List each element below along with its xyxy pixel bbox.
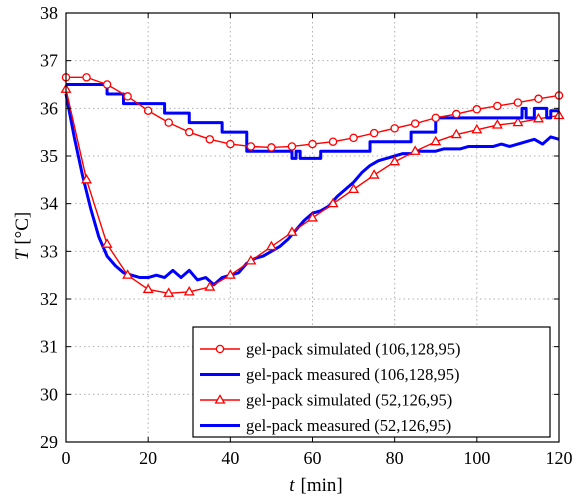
x-tick-label: 20 bbox=[139, 448, 157, 468]
series-1-point bbox=[123, 92, 132, 101]
y-axis-label: T [°C] bbox=[12, 212, 33, 261]
series-3-point bbox=[348, 183, 360, 194]
series-layer bbox=[60, 73, 565, 297]
series-1 bbox=[61, 73, 564, 152]
y-tick-label: 32 bbox=[40, 289, 58, 309]
y-tick-label: 37 bbox=[40, 51, 58, 71]
legend-entry-2: gel-pack measured (106,128,95) bbox=[200, 365, 460, 384]
legend-entry-3: gel-pack simulated (52,126,95) bbox=[200, 391, 452, 410]
series-3-point bbox=[471, 123, 483, 134]
y-tick-label: 33 bbox=[40, 241, 58, 261]
series-line-2 bbox=[66, 83, 559, 160]
series-1-point bbox=[82, 73, 91, 82]
series-3-point bbox=[409, 145, 421, 155]
series-1-point bbox=[205, 135, 215, 144]
series-3-point bbox=[491, 119, 503, 129]
series-1-point bbox=[452, 109, 461, 119]
legend-entries: gel-pack simulated (106,128,95) gel-pack … bbox=[200, 340, 460, 435]
series-1-point bbox=[410, 119, 420, 128]
series-3-point bbox=[101, 238, 113, 248]
series-1-point bbox=[493, 101, 502, 111]
legend: gel-pack simulated (106,128,95) gel-pack … bbox=[192, 326, 551, 438]
y-axis-label-unit: [°C] bbox=[12, 212, 33, 245]
x-tick-label: 100 bbox=[463, 448, 490, 468]
series-3-point bbox=[532, 112, 544, 123]
series-1-point bbox=[287, 142, 297, 151]
series-1-point bbox=[143, 106, 153, 115]
series-3 bbox=[60, 83, 565, 297]
y-tick-label: 35 bbox=[40, 146, 58, 166]
series-3-point bbox=[204, 281, 216, 291]
legend-entry-1: gel-pack simulated (106,128,95) bbox=[200, 340, 460, 359]
series-3-point bbox=[368, 169, 380, 179]
series-1-point bbox=[534, 94, 543, 104]
y-tick-label: 30 bbox=[40, 384, 58, 404]
series-line-3 bbox=[65, 89, 560, 294]
series-2 bbox=[66, 83, 559, 160]
x-axis-label: t [min] bbox=[289, 475, 343, 496]
y-tick-label: 31 bbox=[40, 337, 58, 357]
series-3-point bbox=[430, 135, 442, 146]
series-3-point bbox=[389, 155, 401, 166]
x-axis-label-unit: [min] bbox=[301, 475, 343, 496]
series-3-point bbox=[142, 283, 154, 294]
series-1-point bbox=[369, 128, 379, 138]
y-axis-label-var: T bbox=[12, 248, 33, 260]
series-1-point bbox=[349, 133, 358, 143]
x-tick-label: 40 bbox=[221, 448, 239, 468]
series-3-point bbox=[81, 173, 93, 184]
legend-marker bbox=[214, 394, 226, 404]
legend-marker bbox=[215, 344, 225, 354]
series-3-point bbox=[163, 287, 175, 297]
series-3-point bbox=[286, 226, 298, 236]
series-1-point bbox=[246, 142, 256, 151]
series-3-point bbox=[122, 269, 134, 279]
legend-entry-4: gel-pack measured (52,126,95) bbox=[200, 416, 451, 435]
x-tick-label: 60 bbox=[304, 448, 322, 468]
series-3-point bbox=[512, 116, 524, 127]
legend-label: gel-pack measured (106,128,95) bbox=[246, 365, 460, 384]
x-tick-label: 0 bbox=[62, 448, 71, 468]
series-1-point bbox=[164, 118, 173, 127]
series-1-point bbox=[431, 113, 440, 123]
series-1-point bbox=[390, 124, 399, 133]
x-tick-label: 120 bbox=[546, 448, 573, 468]
x-axis-label-var: t bbox=[289, 475, 295, 496]
y-tick-label: 38 bbox=[40, 3, 58, 23]
legend-label: gel-pack simulated (52,126,95) bbox=[246, 391, 452, 410]
legend-box bbox=[192, 326, 551, 438]
y-tick-label: 34 bbox=[40, 194, 58, 214]
series-3-point bbox=[224, 269, 236, 279]
legend-label: gel-pack simulated (106,128,95) bbox=[246, 340, 460, 359]
y-tick-label: 36 bbox=[40, 98, 58, 118]
series-1-point bbox=[226, 139, 235, 149]
series-1-point bbox=[513, 98, 523, 107]
series-3-point bbox=[183, 285, 195, 296]
series-3-point bbox=[307, 212, 318, 222]
series-1-point bbox=[472, 105, 482, 114]
series-3-point bbox=[245, 254, 257, 265]
series-1-point bbox=[308, 139, 317, 149]
x-tick-label: 80 bbox=[386, 448, 404, 468]
series-1-point bbox=[267, 143, 276, 152]
legend-label: gel-pack measured (52,126,95) bbox=[246, 416, 451, 435]
series-3-point bbox=[265, 240, 277, 251]
series-1-point bbox=[184, 127, 194, 137]
series-3-point bbox=[450, 128, 462, 139]
ticks: 0 20 40 60 80 100 120 29 30 31 32 33 34 35 36 37 38 bbox=[40, 3, 573, 468]
series-1-point bbox=[102, 80, 112, 89]
y-tick-label: 29 bbox=[40, 432, 58, 452]
series-3-point bbox=[327, 197, 339, 208]
series-1-point bbox=[328, 137, 338, 146]
